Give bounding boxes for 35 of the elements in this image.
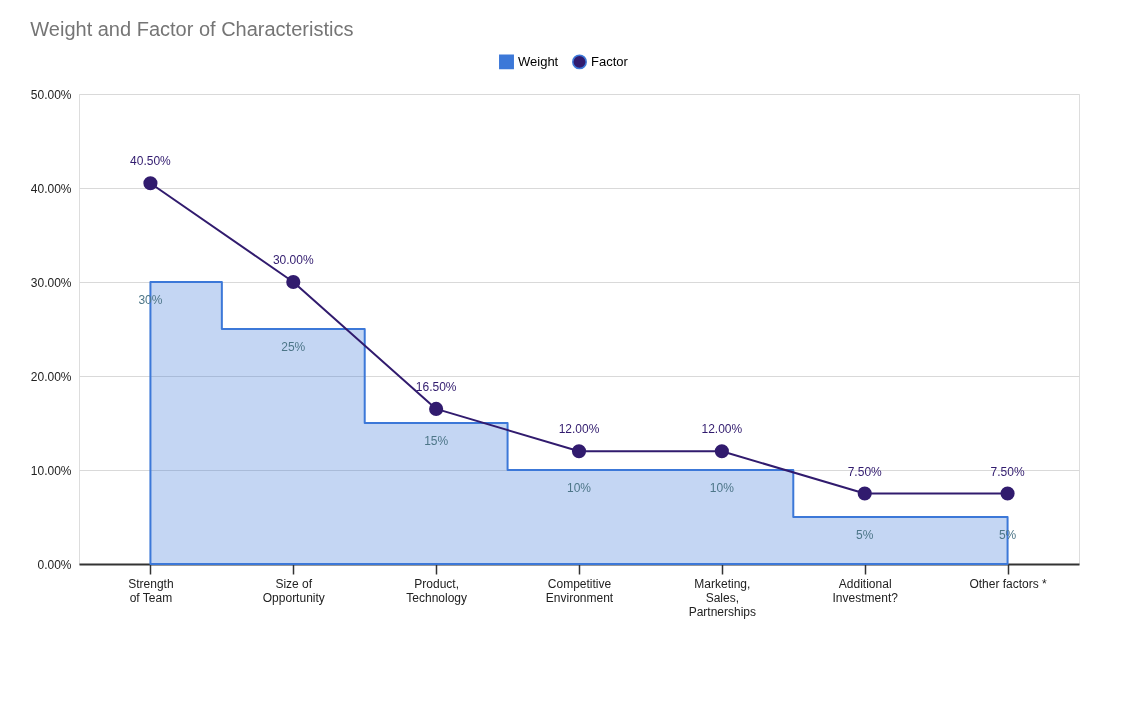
data-label: 10% [709, 481, 735, 495]
point [714, 444, 729, 459]
y-tick-label: 50.00% [30, 87, 72, 102]
point [429, 401, 444, 416]
data-label: 7.50% [990, 464, 1025, 479]
y-tick-label: 0.00% [37, 557, 72, 572]
data-label: 12.00% [701, 422, 743, 437]
point [571, 444, 587, 459]
x-tick-label: Competitive Environment [545, 576, 614, 605]
x-tick-label: Other factors * [969, 576, 1048, 591]
data-label: 15% [424, 434, 449, 448]
x-tick-label: Product, Technology [406, 576, 467, 605]
data-label: 7.50% [847, 464, 883, 479]
data-label: 25% [281, 340, 306, 354]
y-tick-label: 10.00% [30, 463, 72, 478]
x-tick-label: Strength of Team [128, 576, 174, 605]
x-tick-label: Additional Investment? [832, 576, 899, 605]
y-tick-label: 20.00% [30, 369, 72, 384]
data-label: 5% [856, 528, 874, 542]
legend-label: Factor [591, 53, 629, 69]
data-label: 12.00% [558, 422, 600, 437]
legend-label: Weight [518, 53, 559, 69]
x-tick-label: Marketing, Sales, Partnerships [688, 576, 757, 619]
point [857, 486, 872, 501]
data-label: 40.50% [130, 154, 172, 169]
point [1000, 486, 1015, 501]
point [143, 176, 158, 191]
point [286, 274, 301, 290]
data-label: 30.00% [272, 253, 314, 267]
x-tick-label: Size of Opportunity [262, 576, 325, 605]
data-label: 16.50% [415, 379, 457, 394]
chart-title: Weight and Factor of Characteristics [30, 18, 354, 40]
y-tick-label: 30.00% [30, 275, 72, 290]
data-label: 10% [566, 481, 592, 495]
y-tick-label: 40.00% [30, 181, 72, 196]
